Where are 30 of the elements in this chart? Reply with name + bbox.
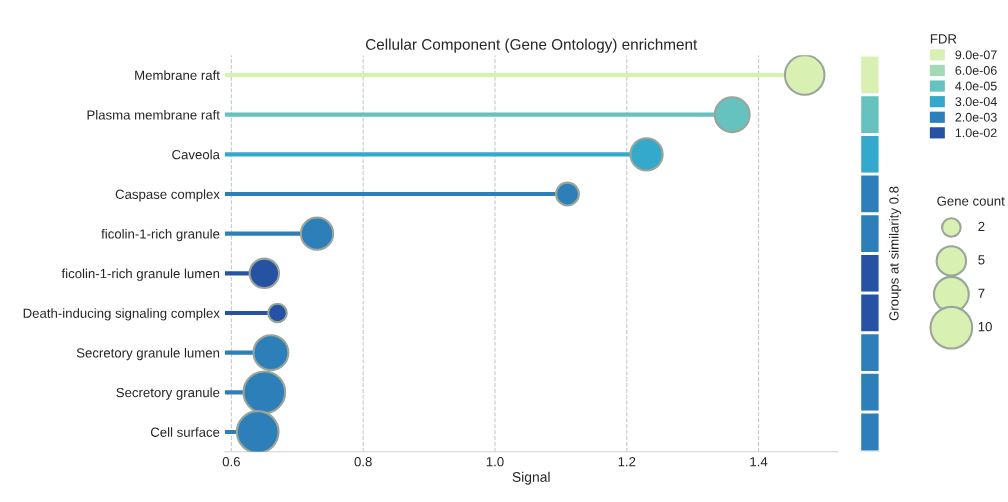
y-tick-label: Death-inducing signaling complex <box>23 308 220 321</box>
text: Gene count <box>937 196 1005 206</box>
y-tick-label: Secretory granule <box>116 387 220 400</box>
legend-label: 2 <box>978 221 985 231</box>
x-axis-title: Signal <box>512 471 550 485</box>
legend-label: 7 <box>978 288 985 298</box>
y-tick-label: Plasma membrane raft <box>87 109 220 120</box>
legend-label: 6.0e-06 <box>955 66 997 75</box>
y-tick-label: Secretory granule lumen <box>76 347 220 361</box>
legend-label: 4.0e-05 <box>955 81 997 91</box>
y-tick-label: Membrane raft <box>135 70 220 80</box>
y-tick-label: Caveola <box>172 149 220 160</box>
legend-title: FDR <box>930 34 957 44</box>
x-tick-label: 1.0 <box>486 457 504 467</box>
y-tick-label: ficolin-1-rich granule lumen <box>61 268 220 281</box>
y-tick-label: Cell surface <box>150 427 220 437</box>
x-tick-label: 0.6 <box>222 457 240 467</box>
y-tick-label: Caspase complex <box>115 189 220 202</box>
chart-title: Cellular Component (Gene Ontology) enrichment <box>365 38 698 53</box>
legend-label: 1.0e-02 <box>955 128 997 138</box>
legend-label: 3.0e-04 <box>955 97 997 107</box>
text: Groups at similarity 0.8 <box>888 186 902 321</box>
x-tick-label: 0.8 <box>354 457 372 467</box>
y-tick-label: ficolin-1-rich granule <box>101 228 220 242</box>
legend-label: 9.0e-07 <box>955 50 997 60</box>
legend-label: 10 <box>978 321 992 332</box>
legend-label: 5 <box>978 255 985 265</box>
legend-label: 2.0e-03 <box>955 112 997 122</box>
x-tick-label: 1.4 <box>750 457 768 467</box>
x-tick-label: 1.2 <box>618 457 636 467</box>
